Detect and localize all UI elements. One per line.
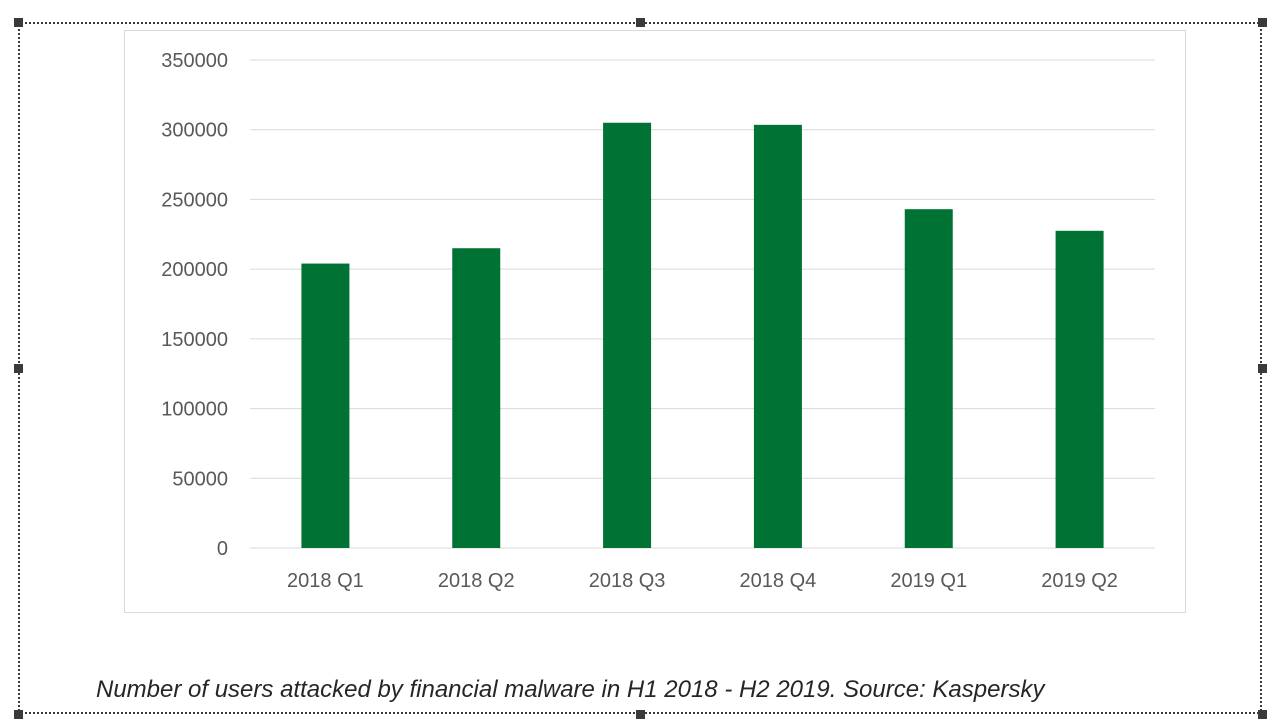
- bar: [1055, 230, 1104, 549]
- y-tick-label: 250000: [161, 189, 228, 211]
- x-tick-label: 2019 Q2: [1041, 570, 1118, 592]
- y-tick-label: 300000: [161, 120, 228, 142]
- bar: [904, 209, 953, 548]
- y-tick-label: 100000: [161, 399, 228, 421]
- resize-handle-middle-left[interactable]: [14, 364, 23, 373]
- x-tick-label: 2018 Q1: [287, 570, 364, 592]
- resize-handle-bottom-center[interactable]: [636, 710, 645, 719]
- bar: [452, 248, 501, 548]
- resize-handle-middle-right[interactable]: [1258, 364, 1267, 373]
- bar: [753, 124, 802, 548]
- y-tick-label: 0: [217, 538, 228, 560]
- resize-handle-bottom-right[interactable]: [1258, 710, 1267, 719]
- resize-handle-top-left[interactable]: [14, 18, 23, 27]
- resize-handle-top-right[interactable]: [1258, 18, 1267, 27]
- x-tick-label: 2018 Q4: [740, 570, 817, 592]
- x-tick-label: 2019 Q1: [890, 570, 967, 592]
- y-tick-label: 200000: [161, 259, 228, 281]
- resize-handle-top-center[interactable]: [636, 18, 645, 27]
- resize-handle-bottom-left[interactable]: [14, 710, 23, 719]
- bar: [301, 263, 350, 548]
- bar: [603, 122, 652, 548]
- chart-area: [124, 30, 1186, 613]
- y-tick-label: 150000: [161, 329, 228, 351]
- x-tick-label: 2018 Q3: [589, 570, 666, 592]
- x-tick-label: 2018 Q2: [438, 570, 515, 592]
- chart-caption: Number of users attacked by financial ma…: [96, 676, 1045, 703]
- y-tick-label: 350000: [161, 50, 228, 72]
- y-tick-label: 50000: [172, 468, 228, 490]
